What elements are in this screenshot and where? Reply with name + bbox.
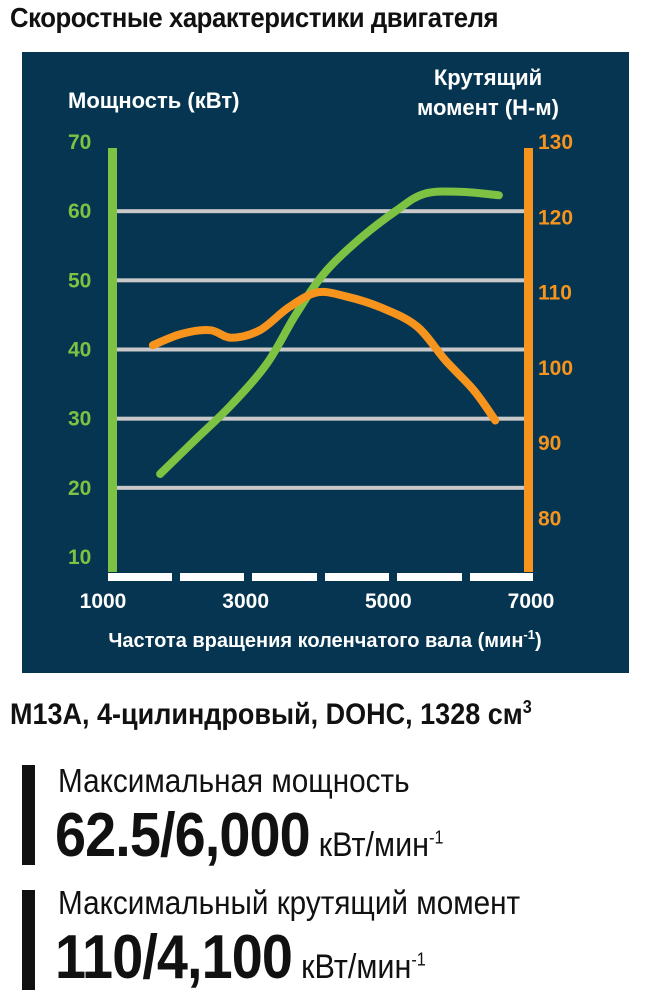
x-axis-segment-5: [397, 573, 462, 581]
page-title: Скоростные характеристики двигателя: [10, 2, 499, 33]
engine-spec-text: M13A, 4-цилиндровый, DOHC, 1328 см: [10, 698, 523, 731]
right-axis-bar: [524, 148, 533, 572]
max-torque-label: Максимальный крутящий момент: [58, 884, 521, 921]
right-axis-title-line2: момент (Н-м): [417, 95, 559, 120]
x-axis-segment-3: [252, 573, 317, 581]
series-lines: [148, 187, 503, 478]
gridline-20: [117, 485, 524, 490]
x-axis-segment-4: [325, 573, 389, 581]
max-torque-unit: кВт/мин-1: [301, 948, 426, 986]
x-axis-title: Частота вращения коленчатого вала (мин-1…: [108, 627, 541, 652]
grid-lines: [117, 209, 524, 490]
right-tick-100: 100: [538, 357, 573, 380]
left-tick-60: 60: [68, 200, 91, 223]
right-tick-130: 130: [538, 131, 573, 154]
left-tick-40: 40: [68, 339, 91, 362]
torque-line: [148, 287, 500, 425]
right-tick-120: 120: [538, 206, 573, 229]
x-tick-7000: 7000: [508, 590, 555, 613]
right-tick-80: 80: [538, 507, 561, 530]
chart-panel: 70 60 50 40 30 20 10 130 120 110 100 90 80 Мощность (…: [22, 52, 629, 673]
max-power-bar: [22, 765, 35, 865]
x-axis-title-text: Частота вращения коленчатого вала (мин: [108, 630, 523, 652]
x-axis-title-sup: -1: [523, 627, 535, 642]
left-axis-bar: [108, 148, 117, 572]
x-axis-segment-2: [180, 573, 244, 581]
gridline-60: [117, 209, 524, 214]
left-tick-50: 50: [68, 269, 91, 292]
max-power-unit-sup: -1: [429, 827, 444, 848]
max-power-label: Максимальная мощность: [58, 762, 410, 799]
left-tick-10: 10: [68, 546, 91, 569]
left-tick-30: 30: [68, 408, 91, 431]
x-axis-segment-1: [108, 573, 172, 581]
max-power-value-row: 62.5/6,000 кВт/мин-1: [55, 800, 443, 871]
left-tick-20: 20: [68, 477, 91, 500]
right-tick-110: 110: [538, 282, 572, 305]
engine-spec-sup: 3: [522, 697, 532, 717]
left-tick-70: 70: [68, 131, 91, 154]
x-axis-title-close: ): [535, 630, 542, 652]
x-tick-1000: 1000: [80, 590, 127, 613]
x-tick-3000: 3000: [222, 590, 269, 613]
x-tick-5000: 5000: [365, 590, 412, 613]
engine-spec: M13A, 4-цилиндровый, DOHC, 1328 см3: [10, 697, 532, 732]
max-torque-bar: [22, 890, 35, 990]
max-torque-value: 110/4,100: [55, 923, 293, 992]
max-torque-unit-sup: -1: [411, 949, 426, 970]
max-torque-unit-text: кВт/мин: [301, 948, 412, 986]
speed-characteristics-chart: 70 60 50 40 30 20 10 130 120 110 100 90 80 Мощность (…: [68, 65, 573, 652]
chart-labels: 70 60 50 40 30 20 10 130 120 110 100 90 80 Мощность (…: [68, 65, 573, 652]
max-power-value: 62.5/6,000: [55, 801, 311, 870]
max-power-unit-text: кВт/мин: [318, 826, 430, 864]
gridline-40: [117, 347, 524, 352]
left-axis-title: Мощность (кВт): [68, 88, 239, 113]
power-line: [156, 187, 503, 478]
max-power-unit: кВт/мин-1: [319, 826, 444, 864]
gridline-30: [117, 416, 524, 421]
max-torque-value-row: 110/4,100 кВт/мин-1: [55, 922, 426, 993]
right-tick-90: 90: [538, 432, 561, 455]
x-axis-segment-6: [470, 573, 533, 581]
x-axis-segments: [108, 573, 533, 581]
right-axis-title-line1: Крутящий: [434, 65, 542, 90]
